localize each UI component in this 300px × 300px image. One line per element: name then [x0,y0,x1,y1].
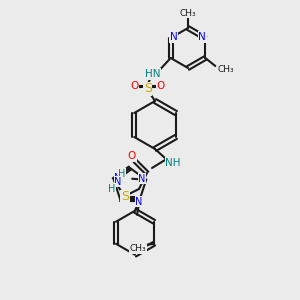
Text: N: N [139,174,146,184]
Text: N: N [114,173,122,183]
Text: CH₃: CH₃ [217,65,234,74]
Text: H: H [109,184,116,194]
Text: N: N [115,177,122,187]
Text: CH₃: CH₃ [130,244,146,253]
Text: N: N [170,32,178,42]
Text: CH₃: CH₃ [180,8,196,17]
Text: O: O [157,81,165,91]
Text: O: O [130,81,139,91]
Text: S: S [144,82,152,95]
Text: H: H [118,169,126,179]
Text: N: N [198,32,206,42]
Text: O: O [128,151,136,161]
Text: HN: HN [145,69,161,79]
Text: S: S [121,190,129,203]
Text: NH: NH [165,158,181,168]
Text: N: N [135,197,143,207]
